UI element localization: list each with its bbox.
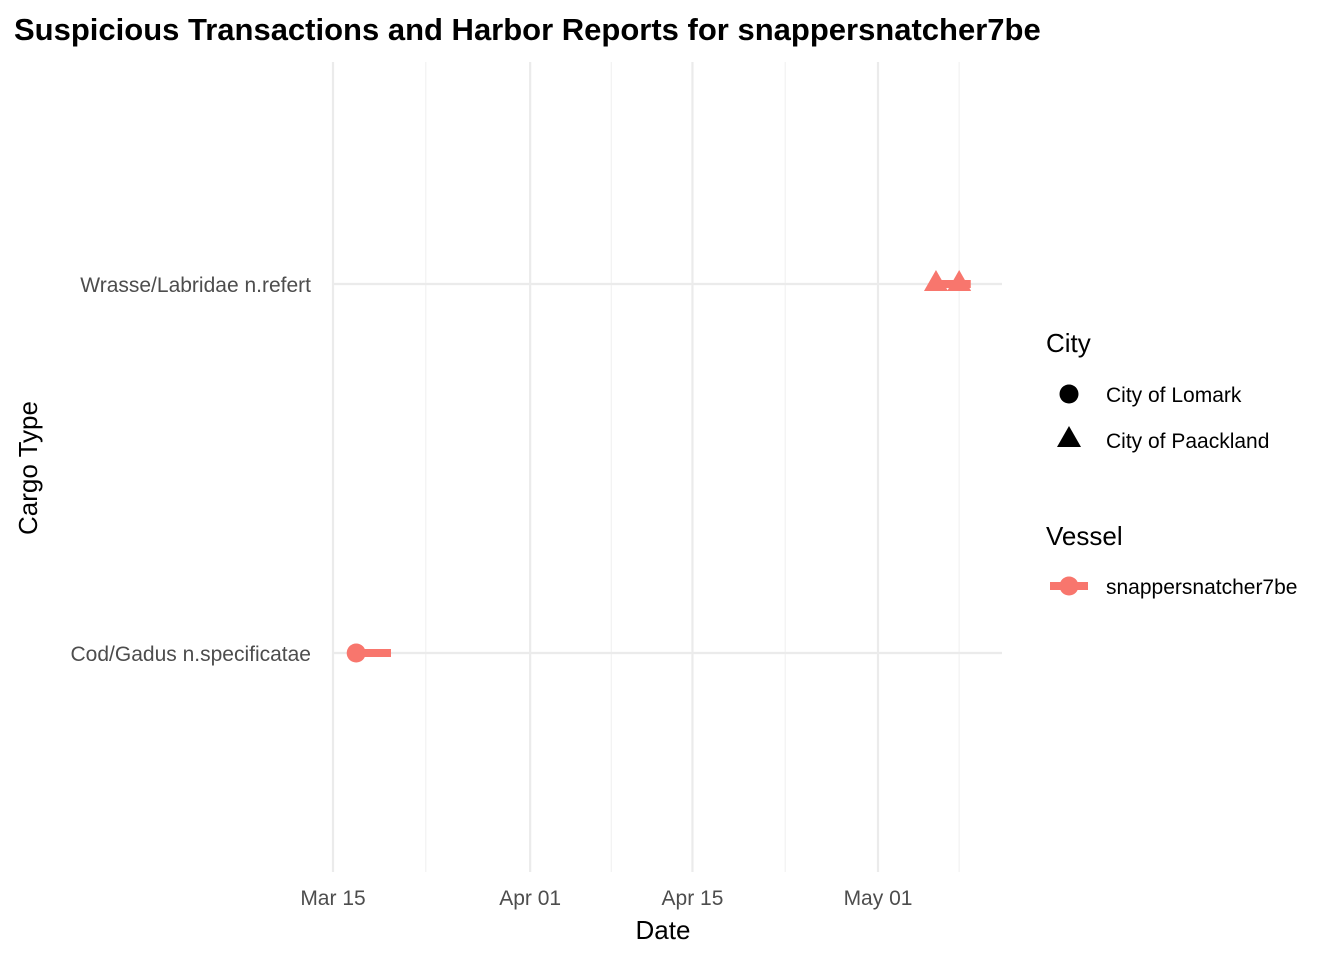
x-tick-label: May 01 <box>844 887 913 910</box>
x-tick-label: Mar 15 <box>300 887 365 910</box>
legend-key-circle <box>1059 576 1079 596</box>
legend-label-vessel: snappersnatcher7be <box>1106 576 1297 599</box>
x-axis-title: Date <box>636 915 691 945</box>
legend-key-circle <box>1059 384 1079 404</box>
y-axis-title: Cargo Type <box>13 401 43 535</box>
tick-labels: Mar 15 Apr 01 Apr 15 May 01 Cod/Gadus n.spec… <box>71 274 913 910</box>
x-tick-label: Apr 15 <box>662 887 724 910</box>
x-tick-label: Apr 01 <box>499 887 561 910</box>
data-marks <box>346 270 972 663</box>
legend-title-vessel: Vessel <box>1046 521 1123 551</box>
legend-key-triangle <box>1057 426 1081 447</box>
y-tick-label: Cod/Gadus n.specificatae <box>71 643 311 666</box>
harbor-report-point-triangle <box>947 270 972 291</box>
harbor-report-point-circle <box>346 643 366 663</box>
legend-label-city: City of Lomark <box>1106 384 1242 407</box>
y-tick-label: Wrasse/Labridae n.refert <box>80 274 311 297</box>
legend: City City of Lomark City of Paackland Vesse… <box>1046 328 1297 599</box>
legend-title-city: City <box>1046 328 1091 358</box>
legend-label-city: City of Paackland <box>1106 430 1269 453</box>
chart-title: Suspicious Transactions and Harbor Repor… <box>14 12 1041 47</box>
grid <box>331 62 1002 872</box>
harbor-report-point-triangle <box>923 270 948 291</box>
